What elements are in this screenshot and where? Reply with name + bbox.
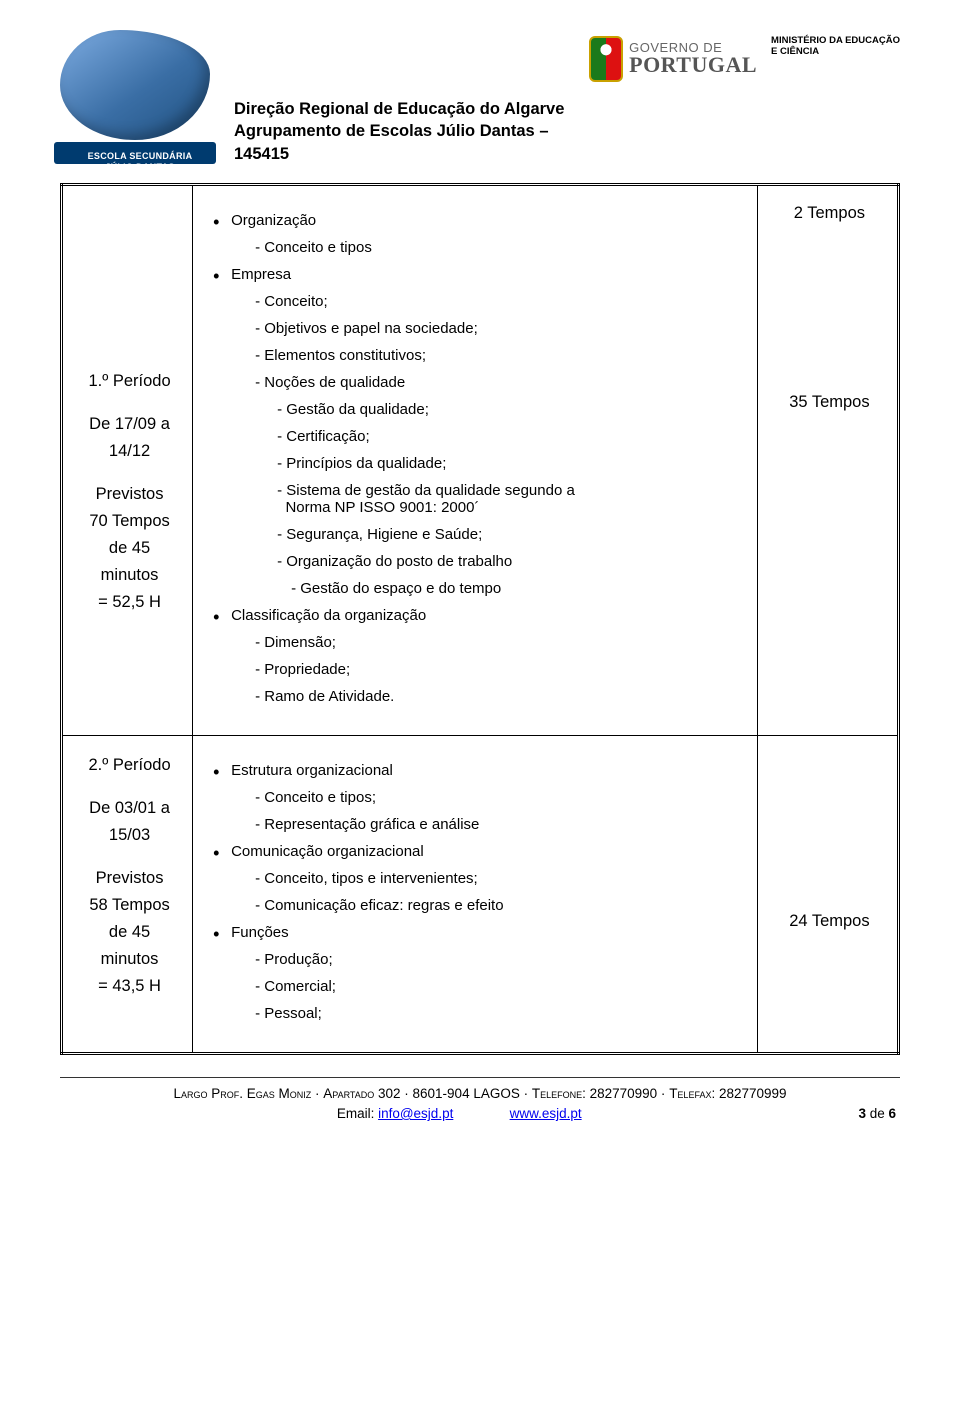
period1-date-to: 14/12: [83, 442, 176, 461]
p1-bullet-classificacao: Classificação da organização: [231, 607, 426, 624]
p1-q-cert: - Certificação;: [277, 428, 741, 445]
period2-tempos: 58 Tempos: [83, 896, 176, 915]
period1-de45: de 45: [83, 539, 176, 558]
p1-q-sistema-a: - Sistema de gestão da qualidade segundo…: [277, 482, 575, 499]
ministry-label: MINISTÉRIO DA EDUCAÇÃO E CIÊNCIA: [771, 36, 900, 58]
footer-tel: 282770990 ·: [586, 1086, 669, 1101]
footer-tel-label: Telefone:: [532, 1086, 586, 1101]
table-row: 2.º Período De 03/01 a 15/03 Previstos 5…: [62, 735, 899, 1053]
p1-org-conceito: - Conceito e tipos: [255, 239, 741, 256]
footer-fax: 282770999: [715, 1086, 786, 1101]
header-right-logos: GOVERNO DE PORTUGAL MINISTÉRIO DA EDUCAÇ…: [589, 30, 900, 82]
p2-bullet-funcoes: Funções: [231, 924, 289, 941]
footer-email-label: Email:: [337, 1106, 378, 1121]
p2-bullet-comunicacao: Comunicação organizacional: [231, 843, 424, 860]
p1-q-sistema-b: Norma NP ISSO 9001: 2000´: [285, 499, 479, 516]
period2-content: Estrutura organizacional - Conceito e ti…: [193, 735, 758, 1053]
p1-q-gestao: - Gestão da qualidade;: [277, 401, 741, 418]
p1-tempos-2: 2 Tempos: [778, 204, 881, 223]
period2-title: 2.º Período: [83, 756, 176, 775]
p2-func-pessoal: - Pessoal;: [255, 1005, 741, 1022]
p1-bullet-empresa: Empresa: [231, 266, 291, 283]
page-number: 3 de 6: [858, 1104, 900, 1124]
p1-q-posto: - Organização do posto de trabalho: [277, 553, 741, 570]
p1-tempos-35: 35 Tempos: [778, 393, 881, 412]
period2-minutos: minutos: [83, 950, 176, 969]
p2-com-conceito: - Conceito, tipos e intervenientes;: [255, 870, 741, 887]
p2-bullet-estrutura: Estrutura organizacional: [231, 762, 393, 779]
p1-class-dim: - Dimensão;: [255, 634, 741, 651]
period1-left: 1.º Período De 17/09 a 14/12 Previstos 7…: [83, 372, 176, 612]
period1-previstos: Previstos: [83, 485, 176, 504]
header-line-2: Agrupamento de Escolas Júlio Dantas – 14…: [234, 120, 589, 165]
p2-func-comercial: - Comercial;: [255, 978, 741, 995]
period2-previstos: Previstos: [83, 869, 176, 888]
p2-func-prod: - Produção;: [255, 951, 741, 968]
period1-content: Organização - Conceito e tipos Empresa -…: [193, 184, 758, 735]
table-row: 1.º Período De 17/09 a 14/12 Previstos 7…: [62, 184, 899, 735]
p1-class-prop: - Propriedade;: [255, 661, 741, 678]
period1-minutos: minutos: [83, 566, 176, 585]
footer-site-link[interactable]: www.esjd.pt: [510, 1106, 582, 1121]
p1-q-espaco: - Gestão do espaço e do tempo: [277, 580, 741, 597]
period2-de45: de 45: [83, 923, 176, 942]
period2-left: 2.º Período De 03/01 a 15/03 Previstos 5…: [83, 756, 176, 996]
footer-addr1: Largo Prof. Egas Moniz: [173, 1086, 311, 1101]
school-logo-line2: JÚLIO DANTAS: [105, 162, 174, 172]
p1-q-seguranca: - Segurança, Higiene e Saúde;: [277, 526, 741, 543]
p1-emp-elementos: - Elementos constitutivos;: [255, 347, 741, 364]
footer-email-link[interactable]: info@esjd.pt: [378, 1106, 453, 1121]
period1-date-from: De 17/09 a: [83, 415, 176, 434]
p2-com-eficaz: - Comunicação eficaz: regras e efeito: [255, 897, 741, 914]
gov-line2: PORTUGAL: [629, 55, 757, 76]
school-logo: ESCOLA SECUNDÁRIA JÚLIO DANTAS LAGOS: [60, 30, 220, 162]
header-title-block: Direção Regional de Educação do Algarve …: [220, 30, 589, 165]
footer-fax-label: Telefax:: [669, 1086, 715, 1101]
p1-emp-nocoes: - Noções de qualidade: [255, 374, 741, 391]
period1-hours: = 52,5 H: [83, 593, 176, 612]
period1-right: 2 Tempos 35 Tempos: [757, 184, 898, 735]
header-line-1: Direção Regional de Educação do Algarve: [234, 98, 589, 120]
p1-emp-objetivos: - Objetivos e papel na sociedade;: [255, 320, 741, 337]
school-logo-line3: LAGOS: [123, 173, 157, 183]
p1-q-principios: - Princípios da qualidade;: [277, 455, 741, 472]
p1-class-ramo: - Ramo de Atividade.: [255, 688, 741, 705]
page-footer: Largo Prof. Egas Moniz · Apartado 302 · …: [60, 1077, 900, 1125]
document-header: ESCOLA SECUNDÁRIA JÚLIO DANTAS LAGOS Dir…: [60, 30, 900, 165]
footer-addr2: Apartado: [323, 1086, 374, 1101]
period2-hours: = 43,5 H: [83, 977, 176, 996]
period1-title: 1.º Período: [83, 372, 176, 391]
curriculum-table: 1.º Período De 17/09 a 14/12 Previstos 7…: [60, 183, 900, 1055]
p1-bullet-organizacao: Organização: [231, 212, 316, 229]
period1-tempos: 70 Tempos: [83, 512, 176, 531]
p2-est-conceito: - Conceito e tipos;: [255, 789, 741, 806]
period2-date-to: 15/03: [83, 826, 176, 845]
portugal-shield-icon: [589, 36, 623, 82]
gov-portugal-logo: GOVERNO DE PORTUGAL: [589, 36, 757, 82]
period2-right: 24 Tempos: [757, 735, 898, 1053]
period2-date-from: De 03/01 a: [83, 799, 176, 818]
p2-est-represent: - Representação gráfica e análise: [255, 816, 741, 833]
footer-apartado: 302 · 8601-904 LAGOS ·: [374, 1086, 532, 1101]
p1-emp-conceito: - Conceito;: [255, 293, 741, 310]
p2-tempos-24: 24 Tempos: [778, 912, 881, 931]
school-logo-line1: ESCOLA SECUNDÁRIA: [88, 151, 193, 161]
